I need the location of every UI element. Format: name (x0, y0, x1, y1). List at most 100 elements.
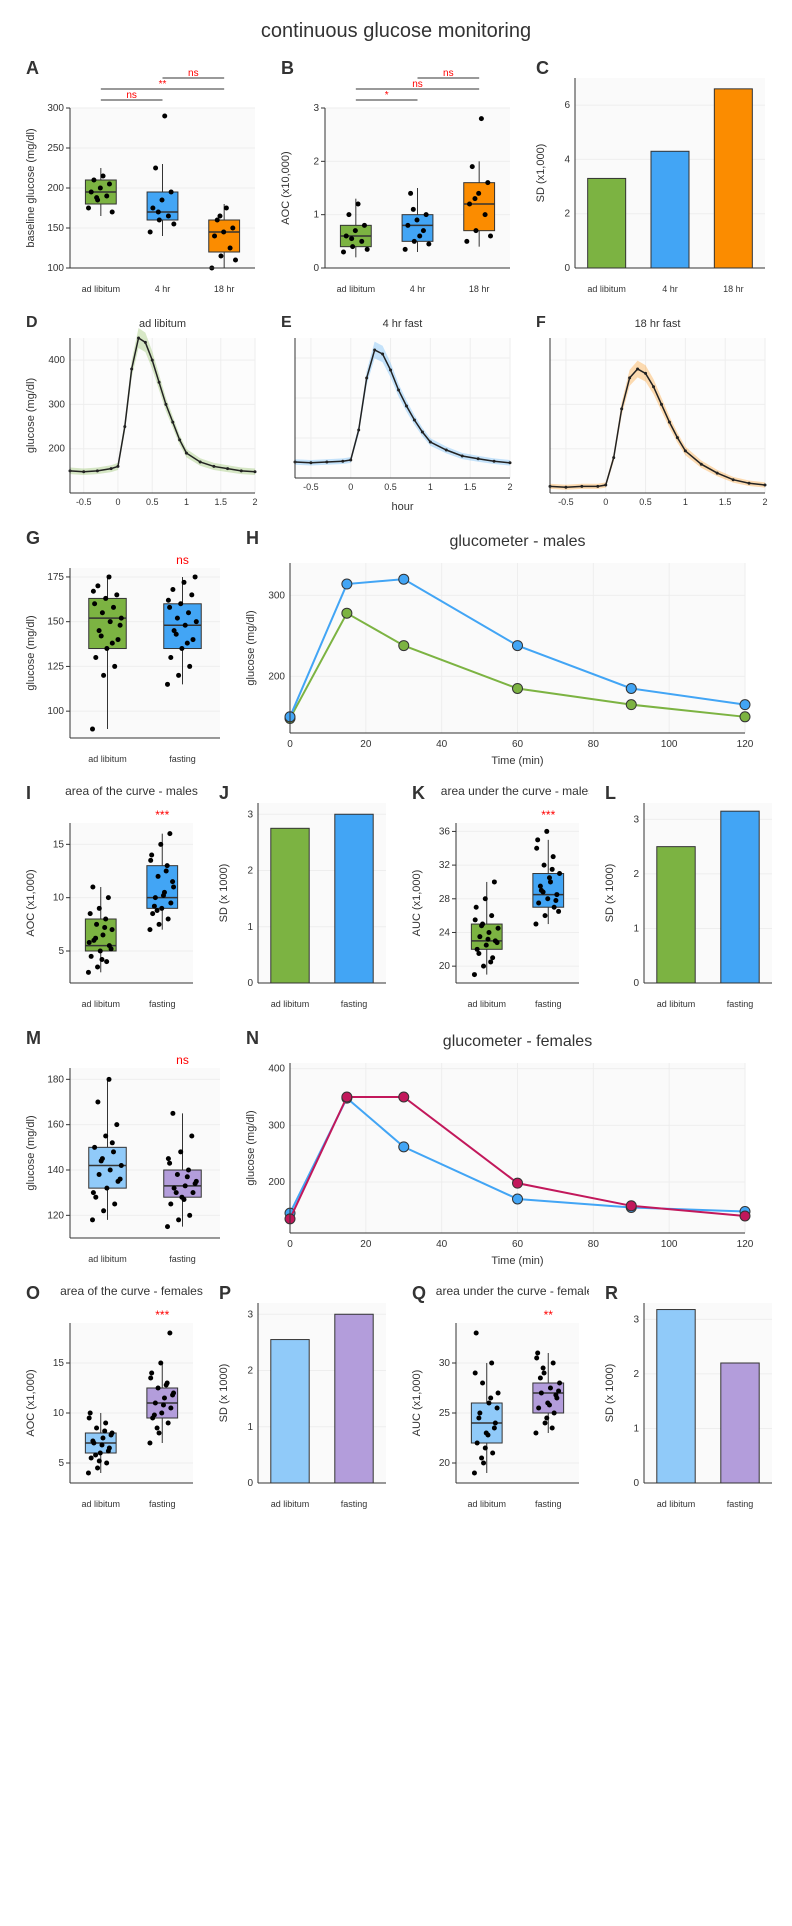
svg-text:H: H (246, 528, 259, 548)
svg-text:AOC (x10,000): AOC (x10,000) (280, 151, 292, 224)
svg-text:fasting: fasting (341, 1499, 368, 1509)
svg-text:F: F (536, 314, 546, 331)
svg-text:0: 0 (633, 978, 639, 989)
svg-text:fasting: fasting (727, 999, 754, 1009)
svg-text:2: 2 (762, 497, 767, 507)
panel-Q: 202530ad libitumfastingAUC (x1,000)**Qar… (406, 1283, 589, 1513)
svg-text:ad libitum: ad libitum (467, 1499, 506, 1509)
svg-text:SD (x 1000): SD (x 1000) (604, 1364, 616, 1423)
svg-text:Q: Q (412, 1283, 426, 1303)
svg-text:SD (x 1000): SD (x 1000) (218, 1364, 230, 1423)
svg-text:20: 20 (360, 1239, 372, 1250)
panel-O: 51015ad libitumfastingAOC (x1,000)***Oar… (20, 1283, 203, 1513)
svg-text:300: 300 (268, 1120, 285, 1131)
svg-text:18 hr: 18 hr (723, 284, 744, 294)
panel-J: 0123ad libitumfastingSD (x 1000)J (213, 783, 396, 1013)
row-mn: 120140160180ad libitumfastingglucose (mg… (20, 1028, 772, 1268)
main-title: continuous glucose monitoring (20, 20, 772, 43)
panel-K: 2024283236ad libitumfastingAUC (x1,000)*… (406, 783, 589, 1013)
svg-text:4 hr: 4 hr (662, 284, 678, 294)
svg-text:3: 3 (247, 809, 253, 820)
svg-text:K: K (412, 783, 425, 803)
row-gh: 100125150175ad libitumfastingglucose (mg… (20, 528, 772, 768)
svg-text:1: 1 (633, 923, 639, 934)
svg-text:ad libitum: ad libitum (467, 999, 506, 1009)
svg-text:L: L (605, 783, 616, 803)
svg-text:1: 1 (683, 497, 688, 507)
svg-text:300: 300 (47, 103, 64, 114)
svg-text:***: *** (541, 808, 555, 822)
svg-text:125: 125 (47, 661, 64, 672)
svg-text:ad libitum: ad libitum (587, 284, 626, 294)
svg-text:0.5: 0.5 (384, 482, 397, 492)
svg-text:ad libitum: ad libitum (271, 1499, 310, 1509)
svg-text:***: *** (155, 808, 169, 822)
svg-text:5: 5 (58, 1458, 64, 1469)
svg-text:M: M (26, 1028, 41, 1048)
svg-text:1: 1 (313, 210, 319, 221)
svg-text:10: 10 (53, 1408, 65, 1419)
svg-text:ad libitum: ad libitum (657, 1499, 696, 1509)
svg-text:80: 80 (588, 739, 600, 750)
svg-text:200: 200 (268, 671, 285, 682)
svg-text:glucometer - females: glucometer - females (443, 1033, 592, 1050)
svg-text:0.5: 0.5 (146, 497, 159, 507)
svg-text:18 hr: 18 hr (214, 284, 235, 294)
svg-text:ad libitum: ad libitum (139, 318, 186, 330)
svg-text:1: 1 (633, 1423, 639, 1434)
svg-text:0: 0 (115, 497, 120, 507)
svg-text:Time (min): Time (min) (491, 1255, 543, 1267)
svg-text:ad libitum: ad libitum (81, 1499, 120, 1509)
svg-text:300: 300 (268, 590, 285, 601)
svg-text:ns: ns (188, 68, 199, 79)
svg-text:**: ** (544, 1308, 554, 1322)
svg-text:N: N (246, 1028, 259, 1048)
svg-text:G: G (26, 528, 40, 548)
svg-text:5: 5 (58, 946, 64, 957)
row-def: 200300400-0.500.511.52glucose (mg/dl)Dad… (20, 313, 772, 513)
svg-text:60: 60 (512, 739, 524, 750)
svg-text:100: 100 (47, 706, 64, 717)
svg-text:0: 0 (633, 1478, 639, 1489)
svg-text:3: 3 (633, 1314, 639, 1325)
svg-text:100: 100 (661, 1239, 678, 1250)
svg-text:fasting: fasting (727, 1499, 754, 1509)
svg-text:4 hr: 4 hr (155, 284, 171, 294)
svg-text:30: 30 (439, 1358, 451, 1369)
svg-text:100: 100 (661, 739, 678, 750)
panel-C: 0246ad libitum4 hr18 hrSD (x1,000)C (530, 58, 775, 298)
svg-text:4 hr fast: 4 hr fast (383, 318, 423, 330)
svg-text:10: 10 (53, 893, 65, 904)
svg-text:hour: hour (391, 501, 413, 513)
svg-text:C: C (536, 58, 549, 78)
svg-text:15: 15 (53, 1358, 65, 1369)
svg-text:2: 2 (633, 869, 639, 880)
svg-text:2: 2 (313, 156, 319, 167)
svg-text:4 hr: 4 hr (410, 284, 426, 294)
svg-text:D: D (26, 314, 38, 331)
panel-G: 100125150175ad libitumfastingglucose (mg… (20, 528, 230, 768)
svg-text:15: 15 (53, 839, 65, 850)
svg-text:AOC (x1,000): AOC (x1,000) (25, 1369, 37, 1436)
svg-text:4: 4 (564, 154, 570, 165)
svg-text:ns: ns (176, 1053, 189, 1067)
svg-text:180: 180 (47, 1074, 64, 1085)
svg-text:250: 250 (47, 143, 64, 154)
svg-text:-0.5: -0.5 (303, 482, 319, 492)
svg-text:40: 40 (436, 1239, 448, 1250)
svg-text:baseline glucose (mg/dl): baseline glucose (mg/dl) (25, 128, 37, 247)
svg-text:32: 32 (439, 860, 451, 871)
svg-text:fasting: fasting (535, 1499, 562, 1509)
svg-text:fasting: fasting (149, 999, 176, 1009)
svg-text:80: 80 (588, 1239, 600, 1250)
svg-text:18 hr fast: 18 hr fast (635, 318, 681, 330)
svg-text:2: 2 (633, 1369, 639, 1380)
svg-text:25: 25 (439, 1408, 451, 1419)
panel-N: 200300400020406080100120glucose (mg/dl)T… (240, 1028, 760, 1268)
svg-text:area of the curve - males: area of the curve - males (65, 784, 198, 798)
svg-text:ad libitum: ad libitum (82, 284, 121, 294)
svg-text:40: 40 (436, 739, 448, 750)
panel-A: 100150200250300ad libitum4 hr18 hrbaseli… (20, 58, 265, 298)
svg-text:160: 160 (47, 1120, 64, 1131)
svg-text:1.5: 1.5 (719, 497, 732, 507)
